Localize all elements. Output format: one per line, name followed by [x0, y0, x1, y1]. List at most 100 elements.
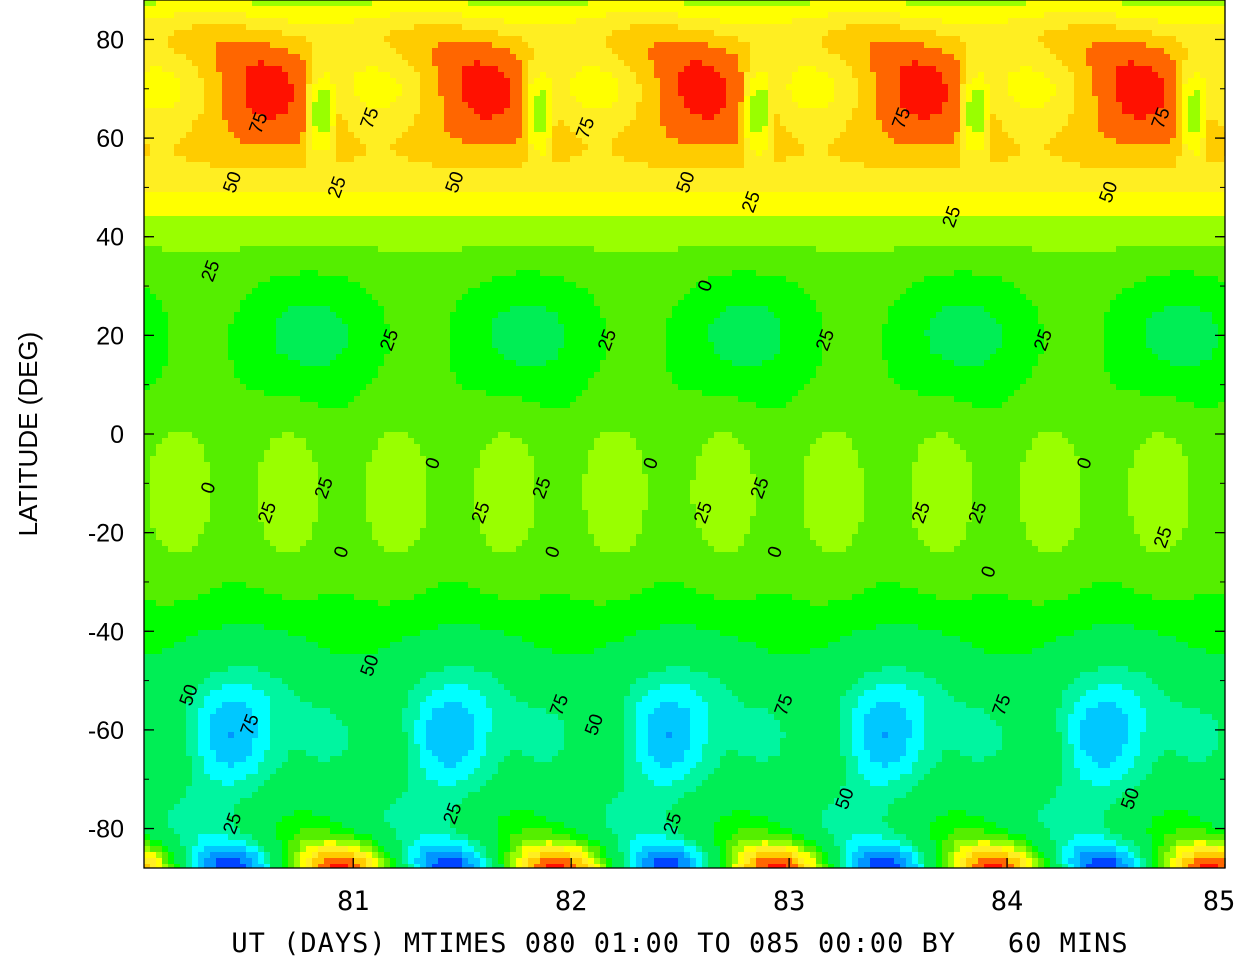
contour-cell — [1152, 84, 1159, 91]
contour-cell — [714, 72, 721, 79]
contour-cell — [714, 78, 721, 85]
contour-cell — [1188, 60, 1195, 67]
contour-cell — [1176, 102, 1183, 109]
contour-cell — [372, 36, 379, 43]
contour-cell — [288, 60, 295, 67]
contour-cell — [156, 42, 163, 49]
contour-cell — [690, 60, 697, 67]
contour-cell — [942, 42, 949, 49]
contour-cell — [228, 18, 235, 25]
contour-cell — [726, 78, 733, 85]
contour-cell — [870, 66, 877, 73]
contour-cell — [672, 90, 679, 97]
contour-cell — [270, 12, 277, 19]
contour-cell — [768, 0, 775, 7]
contour-cell — [444, 66, 451, 73]
contour-cell — [1098, 6, 1105, 13]
contour-cell — [984, 42, 991, 49]
contour-cell — [1164, 72, 1171, 79]
contour-cell — [240, 96, 247, 103]
contour-cell — [564, 0, 571, 7]
contour-cell — [990, 48, 997, 55]
contour-cell — [156, 12, 163, 19]
contour-cell — [474, 66, 481, 73]
contour-cell — [918, 84, 925, 91]
contour-cell — [234, 24, 241, 31]
contour-cell — [528, 12, 535, 19]
contour-cell — [582, 24, 589, 31]
contour-cell — [900, 78, 907, 85]
contour-cell — [384, 102, 391, 109]
contour-cell — [756, 60, 763, 67]
contour-cell — [648, 0, 655, 7]
contour-cell — [1080, 66, 1087, 73]
contour-cell — [384, 72, 391, 79]
contour-cell — [858, 90, 865, 97]
contour-cell — [498, 42, 505, 49]
contour-cell — [768, 18, 775, 25]
contour-cell — [558, 84, 565, 91]
contour-cell — [1014, 72, 1021, 79]
contour-cell — [306, 42, 313, 49]
contour-cell — [240, 24, 247, 31]
contour-cell — [948, 72, 955, 79]
contour-cell — [870, 48, 877, 55]
contour-cell — [1098, 18, 1105, 25]
contour-cell — [1074, 42, 1081, 49]
contour-cell — [990, 36, 997, 43]
contour-cell — [522, 54, 529, 61]
contour-cell — [1176, 0, 1183, 7]
contour-cell — [468, 24, 475, 31]
contour-cell — [1014, 12, 1021, 19]
contour-cell — [786, 42, 793, 49]
contour-cell — [174, 30, 181, 37]
contour-cell — [330, 78, 337, 85]
contour-cell — [408, 78, 415, 85]
contour-cell — [660, 6, 667, 13]
contour-cell — [312, 48, 319, 55]
contour-cell — [324, 54, 331, 61]
contour-cell — [372, 102, 379, 109]
contour-cell — [450, 90, 457, 97]
contour-cell — [708, 6, 715, 13]
contour-cell — [372, 30, 379, 37]
contour-cell — [1170, 72, 1177, 79]
contour-cell — [612, 6, 619, 13]
contour-cell — [1086, 66, 1093, 73]
contour-cell — [714, 42, 721, 49]
contour-cell — [186, 72, 193, 79]
contour-cell — [588, 6, 595, 13]
contour-cell — [978, 90, 985, 97]
contour-cell — [720, 0, 727, 7]
contour-cell — [300, 0, 307, 7]
contour-cell — [378, 0, 385, 7]
contour-cell — [882, 102, 889, 109]
contour-cell — [156, 6, 163, 13]
contour-cell — [150, 84, 157, 91]
contour-cell — [510, 102, 517, 109]
contour-cell — [1218, 102, 1225, 109]
contour-cell — [936, 30, 943, 37]
contour-cell — [528, 72, 535, 79]
contour-cell — [996, 6, 1003, 13]
contour-cell — [1182, 78, 1189, 85]
contour-cell — [912, 24, 919, 31]
contour-cell — [342, 54, 349, 61]
contour-cell — [732, 42, 739, 49]
contour-cell — [198, 18, 205, 25]
contour-cell — [360, 36, 367, 43]
contour-cell — [858, 36, 865, 43]
contour-cell — [738, 42, 745, 49]
contour-cell — [486, 66, 493, 73]
contour-cell — [684, 60, 691, 67]
contour-cell — [1098, 0, 1105, 7]
contour-cell — [282, 6, 289, 13]
contour-cell — [474, 24, 481, 31]
contour-cell — [1056, 66, 1063, 73]
contour-cell — [450, 0, 457, 7]
contour-cell — [558, 72, 565, 79]
contour-cell — [786, 54, 793, 61]
contour-cell — [1056, 0, 1063, 7]
contour-cell — [1170, 48, 1177, 55]
contour-cell — [144, 78, 151, 85]
